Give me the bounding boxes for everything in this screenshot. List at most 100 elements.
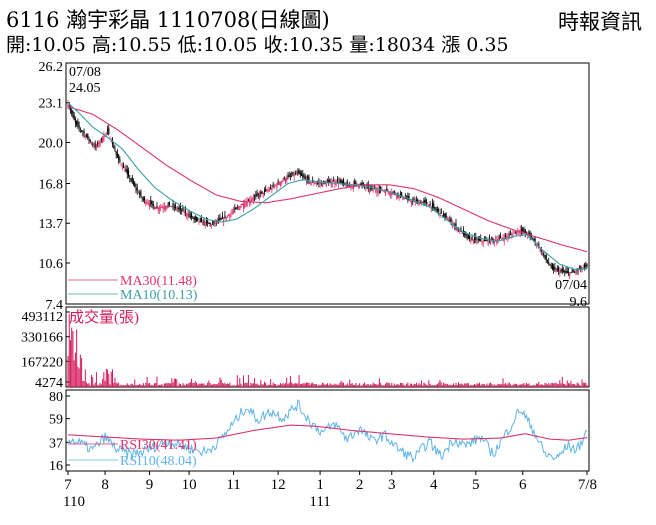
volume-bar [362, 383, 364, 387]
volume-bar [278, 384, 280, 387]
candle-body [431, 202, 434, 208]
candle-body [110, 141, 112, 142]
volume-bar [464, 383, 466, 387]
candlestick [268, 187, 270, 192]
volume-bar [394, 385, 396, 387]
volume-bar [411, 383, 413, 387]
volume-bar [68, 313, 70, 387]
candlestick [97, 140, 99, 148]
ohlc-summary: 開:10.05 高:10.55 低:10.05 收:10.35 量:18034 … [6, 34, 509, 56]
volume-bar [556, 384, 558, 387]
candlestick [310, 182, 312, 186]
candlestick [139, 190, 141, 199]
candlestick [142, 196, 144, 202]
volume-panel: 493112 330166 167220 4274 成交量(張) [21, 308, 588, 391]
volume-bar [340, 380, 342, 387]
volume-bar [268, 384, 270, 387]
candle-body [309, 182, 311, 184]
candlestick [109, 136, 111, 139]
candle-body [490, 240, 492, 245]
x-tick-label: 2 [356, 477, 364, 493]
candlestick [265, 185, 267, 193]
candle-body [516, 231, 518, 236]
year-label: 110 [63, 494, 85, 510]
volume-bar [166, 383, 168, 387]
candlestick [239, 205, 241, 211]
candle-body [95, 145, 97, 148]
candle-body [467, 233, 469, 239]
volume-bar [228, 384, 230, 387]
volume-bar [506, 384, 508, 387]
candlestick [354, 178, 356, 188]
volume-bar [139, 383, 141, 387]
volume-bar [427, 385, 429, 387]
candle-body [539, 249, 541, 251]
candle-body [438, 209, 440, 212]
volume-bar [209, 383, 211, 387]
candlestick [440, 208, 442, 214]
candlestick [247, 198, 249, 202]
candle-body [368, 188, 371, 191]
volume-bar [125, 384, 127, 387]
candlestick [412, 197, 414, 206]
candle-body [302, 174, 304, 177]
candlestick [391, 188, 393, 199]
candlestick [69, 105, 72, 114]
volume-bar [354, 384, 356, 387]
candle-body [360, 183, 362, 186]
volume-bar [229, 382, 231, 387]
legend-rsi10: RSI10(48.04) [120, 454, 197, 469]
candle-body [129, 178, 131, 180]
candle-body [97, 142, 99, 145]
volume-bar [345, 384, 347, 387]
volume-bar [283, 384, 285, 387]
candle-body [493, 240, 495, 243]
candlestick [250, 195, 252, 206]
volume-bar [256, 383, 258, 387]
volume-bar [471, 385, 473, 387]
candle-body [461, 232, 463, 235]
candle-body [228, 214, 230, 217]
candle-body [443, 213, 445, 216]
candle-body [370, 186, 372, 189]
volume-bar [181, 385, 183, 387]
volume-bar [518, 384, 520, 387]
candlestick [219, 213, 221, 221]
volume-bar [385, 383, 387, 387]
candlestick [99, 139, 101, 148]
candlestick [346, 179, 348, 187]
volume-bar [257, 384, 259, 387]
volume-bar [111, 369, 113, 387]
candle-body [471, 237, 473, 240]
candle-body [83, 131, 85, 134]
candle-body [176, 208, 178, 210]
volume-bar [247, 374, 249, 387]
candle-body [361, 183, 363, 186]
volume-bar [184, 385, 186, 387]
volume-bar [299, 384, 301, 387]
candle-body [391, 192, 393, 195]
volume-bar [273, 383, 275, 387]
volume-bar [378, 378, 380, 387]
rsi-panel: 80 59 37 16 RSI30(41.41)RSI10(48.04) [49, 390, 588, 474]
candle-body [310, 182, 312, 184]
volume-bar [365, 385, 367, 387]
legend-ma10: MA10(10.13) [120, 288, 198, 303]
volume-bar [173, 378, 175, 387]
volume-bar [317, 385, 319, 387]
candlestick [467, 233, 469, 240]
candlestick [192, 215, 194, 219]
candle-body [275, 185, 277, 187]
candle-body [296, 173, 298, 175]
candlestick [152, 200, 154, 210]
volume-bar [428, 380, 430, 387]
candlestick [472, 239, 474, 245]
volume-bar [507, 383, 509, 387]
candlestick [341, 179, 343, 186]
candlestick [365, 184, 367, 192]
volume-bar [323, 383, 325, 387]
volume-bar [392, 385, 394, 387]
candle-body [482, 241, 484, 244]
volume-bar [466, 382, 468, 387]
